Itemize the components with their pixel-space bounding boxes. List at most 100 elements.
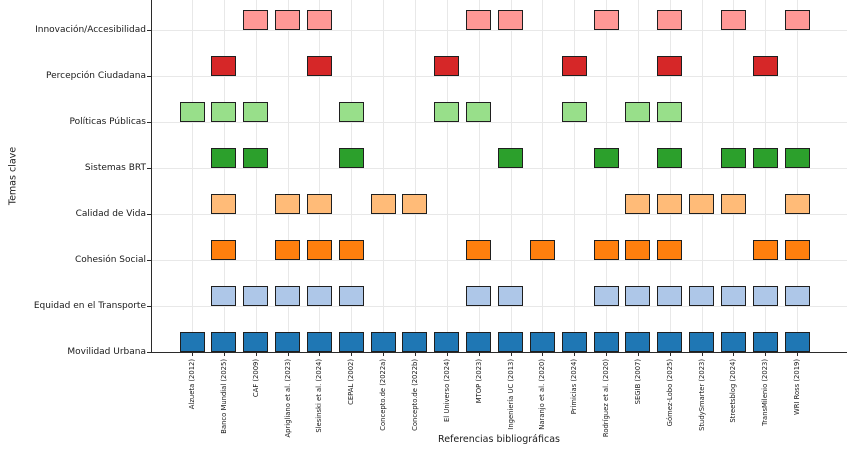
matrix-cell xyxy=(689,286,715,306)
matrix-cell xyxy=(657,56,683,76)
matrix-cell xyxy=(211,332,237,352)
gridline-vertical xyxy=(797,0,799,352)
x-tick-label: El Universo (2024) xyxy=(442,359,451,422)
matrix-cell xyxy=(593,10,619,30)
matrix-cell xyxy=(402,332,428,352)
x-tick-label: Streetsblog (2024) xyxy=(729,359,738,423)
matrix-cell xyxy=(275,240,301,260)
matrix-cell xyxy=(720,10,746,30)
matrix-cell xyxy=(338,332,364,352)
x-tick-mark xyxy=(446,353,448,356)
matrix-cell xyxy=(625,102,651,122)
gridline-vertical xyxy=(606,0,608,352)
matrix-cell xyxy=(689,194,715,214)
x-tick-mark xyxy=(287,353,289,356)
matrix-cell xyxy=(466,240,492,260)
x-tick-mark xyxy=(351,353,353,356)
gridline-vertical xyxy=(637,0,639,352)
gridline-vertical xyxy=(319,0,321,352)
gridline-horizontal xyxy=(151,306,847,307)
x-tick-mark xyxy=(765,353,767,356)
matrix-cell xyxy=(657,332,683,352)
x-tick-label: Banco Mundial (2025) xyxy=(219,359,228,434)
matrix-cell xyxy=(338,102,364,122)
matrix-cell xyxy=(434,56,460,76)
x-tick-label: WRI Ross (2019) xyxy=(793,359,802,416)
matrix-cell xyxy=(593,148,619,168)
x-tick-label: Slesinski et al. (2024) xyxy=(315,359,324,433)
matrix-cell xyxy=(625,194,651,214)
x-tick-label: Alzueta (2012) xyxy=(188,359,196,410)
matrix-cell xyxy=(529,332,555,352)
matrix-cell xyxy=(752,286,778,306)
matrix-cell xyxy=(275,10,301,30)
x-tick-mark xyxy=(606,353,608,356)
gridline-vertical xyxy=(478,0,480,352)
matrix-cell xyxy=(625,286,651,306)
x-axis-line xyxy=(151,352,847,353)
matrix-cell xyxy=(243,332,269,352)
matrix-cell xyxy=(179,102,205,122)
gridline-vertical xyxy=(287,0,289,352)
y-tick-label: Percepción Ciudadana xyxy=(45,70,146,81)
matrix-cell xyxy=(306,10,332,30)
matrix-cell xyxy=(689,332,715,352)
matrix-cell xyxy=(784,10,810,30)
matrix-cell xyxy=(243,286,269,306)
matrix-cell xyxy=(306,56,332,76)
matrix-cell xyxy=(434,332,460,352)
y-tick-mark xyxy=(147,30,151,31)
matrix-cell xyxy=(784,332,810,352)
matrix-cell xyxy=(784,286,810,306)
gridline-vertical xyxy=(510,0,512,352)
matrix-cell xyxy=(657,102,683,122)
y-tick-mark xyxy=(147,122,151,123)
matrix-cell xyxy=(657,194,683,214)
matrix-cell xyxy=(434,102,460,122)
gridline-vertical xyxy=(383,0,385,352)
matrix-cell xyxy=(720,286,746,306)
gridline-horizontal xyxy=(151,260,847,261)
x-tick-mark xyxy=(797,353,799,356)
matrix-cell xyxy=(306,194,332,214)
x-tick-mark xyxy=(701,353,703,356)
gridline-horizontal xyxy=(151,122,847,123)
matrix-cell xyxy=(338,240,364,260)
y-tick-mark xyxy=(147,260,151,261)
matrix-cell xyxy=(752,148,778,168)
matrix-cell xyxy=(657,148,683,168)
y-axis-title: Temas clave xyxy=(7,146,19,206)
x-tick-mark xyxy=(510,353,512,356)
gridline-vertical xyxy=(414,0,416,352)
gridline-vertical xyxy=(574,0,576,352)
x-tick-mark xyxy=(255,353,257,356)
matrix-cell xyxy=(402,194,428,214)
x-tick-label: Aprigliano et al. (2023) xyxy=(283,359,292,438)
matrix-cell xyxy=(720,148,746,168)
matrix-cell xyxy=(657,286,683,306)
y-tick-label: Sistemas BRT xyxy=(84,162,146,173)
matrix-cell xyxy=(498,148,523,168)
gridline-vertical xyxy=(223,0,225,352)
matrix-cell xyxy=(784,240,810,260)
y-tick-label: Calidad de Vida xyxy=(75,208,146,219)
matrix-cell xyxy=(752,56,778,76)
x-tick-mark xyxy=(478,353,480,356)
x-tick-label: Concepto.de (2022b) xyxy=(410,359,419,431)
matrix-cell xyxy=(275,332,301,352)
gridline-vertical xyxy=(351,0,353,352)
matrix-cell xyxy=(211,56,237,76)
x-tick-mark xyxy=(637,353,639,356)
x-tick-mark xyxy=(669,353,671,356)
gridline-vertical xyxy=(446,0,448,352)
matrix-cell xyxy=(784,148,810,168)
matrix-cell xyxy=(211,102,237,122)
y-tick-label: Innovación/Accesibilidad xyxy=(35,24,146,35)
matrix-cell xyxy=(466,102,492,122)
matrix-cell xyxy=(211,148,237,168)
matrix-cell xyxy=(657,240,683,260)
matrix-cell xyxy=(593,332,619,352)
x-tick-label: Ingeniería UC (2013) xyxy=(506,359,515,430)
matrix-cell xyxy=(498,10,523,30)
